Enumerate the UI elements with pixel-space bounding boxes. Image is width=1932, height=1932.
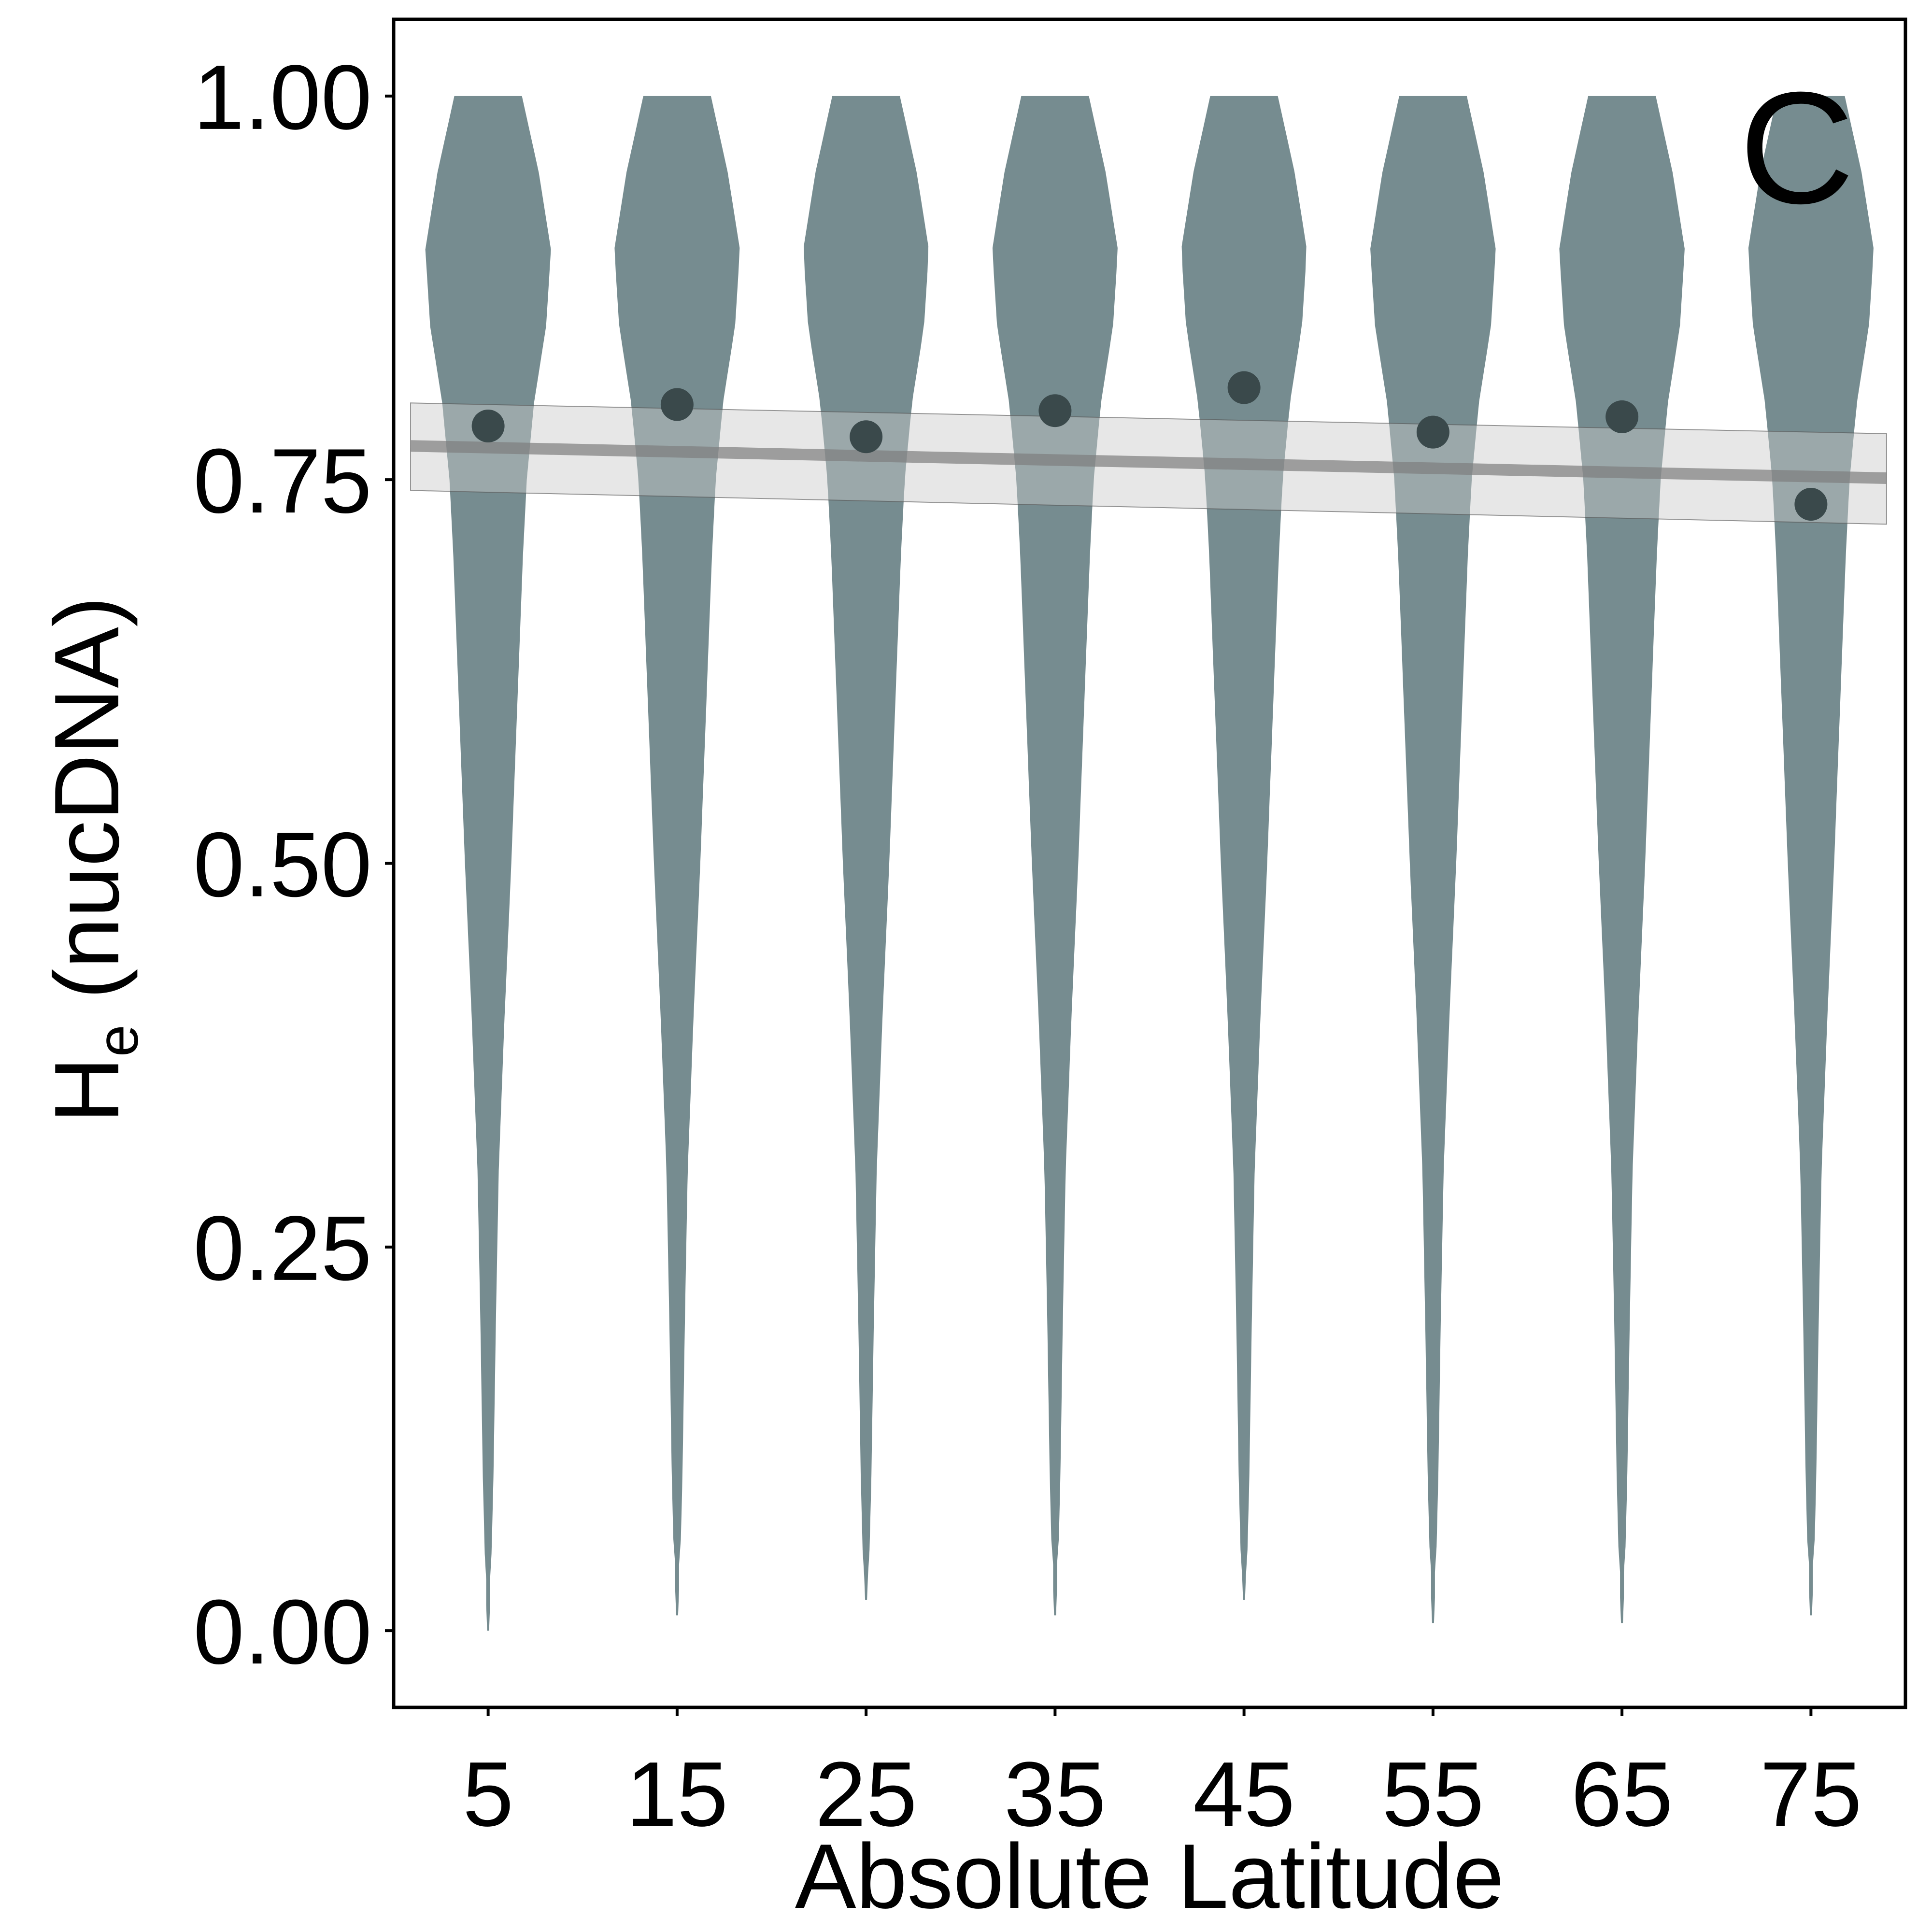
y-axis-label-main: H [36, 1057, 138, 1123]
y-tick-label: 0.00 [193, 1581, 372, 1683]
violin-25 [804, 96, 929, 1600]
x-tick-label: 55 [1382, 1743, 1484, 1846]
violin-65 [1559, 96, 1685, 1623]
x-tick-label: 15 [626, 1743, 728, 1846]
mean-point-65 [1605, 400, 1639, 433]
violin-75 [1748, 96, 1874, 1616]
ticks-layer: 0.00 0.25 0.50 0.75 1.00 5 15 25 35 45 55 65 75 [193, 46, 1862, 1846]
mean-point-25 [850, 420, 883, 454]
x-tick-label: 5 [463, 1743, 514, 1846]
mean-points-layer [471, 371, 1828, 521]
y-tick-label: 0.25 [193, 1197, 372, 1300]
violin-35 [992, 96, 1118, 1616]
x-axis-label: Absolute Latitude [795, 1825, 1504, 1928]
violin-45 [1181, 96, 1307, 1600]
y-tick-label: 0.50 [193, 814, 372, 916]
panel-letter: C [1739, 58, 1854, 237]
violin-15 [614, 96, 740, 1616]
x-tick-label: 35 [1004, 1743, 1106, 1846]
y-axis-label-subscript: e [85, 1024, 150, 1057]
plot-panel-border [392, 17, 1907, 1709]
y-axis-label-suffix: (nucDNA) [36, 597, 138, 1025]
mean-point-5 [471, 409, 505, 442]
mean-point-75 [1794, 488, 1828, 521]
x-tick-label: 45 [1193, 1743, 1295, 1846]
ci-band-layer [410, 402, 1887, 525]
mean-point-45 [1227, 371, 1261, 404]
x-tick-label: 25 [815, 1743, 917, 1846]
trend-line [410, 440, 1887, 484]
y-axis-label: He (nucDNA) [36, 597, 150, 1123]
x-tick-label: 75 [1760, 1743, 1862, 1846]
mean-point-15 [660, 388, 694, 421]
violin-5 [425, 96, 551, 1631]
y-tick-label: 1.00 [193, 46, 372, 149]
mean-point-35 [1038, 394, 1072, 427]
violin-55 [1370, 96, 1496, 1623]
mean-point-55 [1416, 415, 1449, 449]
y-tick-label: 0.75 [193, 430, 372, 532]
x-tick-label: 65 [1571, 1743, 1673, 1846]
violins-layer [425, 96, 1874, 1631]
